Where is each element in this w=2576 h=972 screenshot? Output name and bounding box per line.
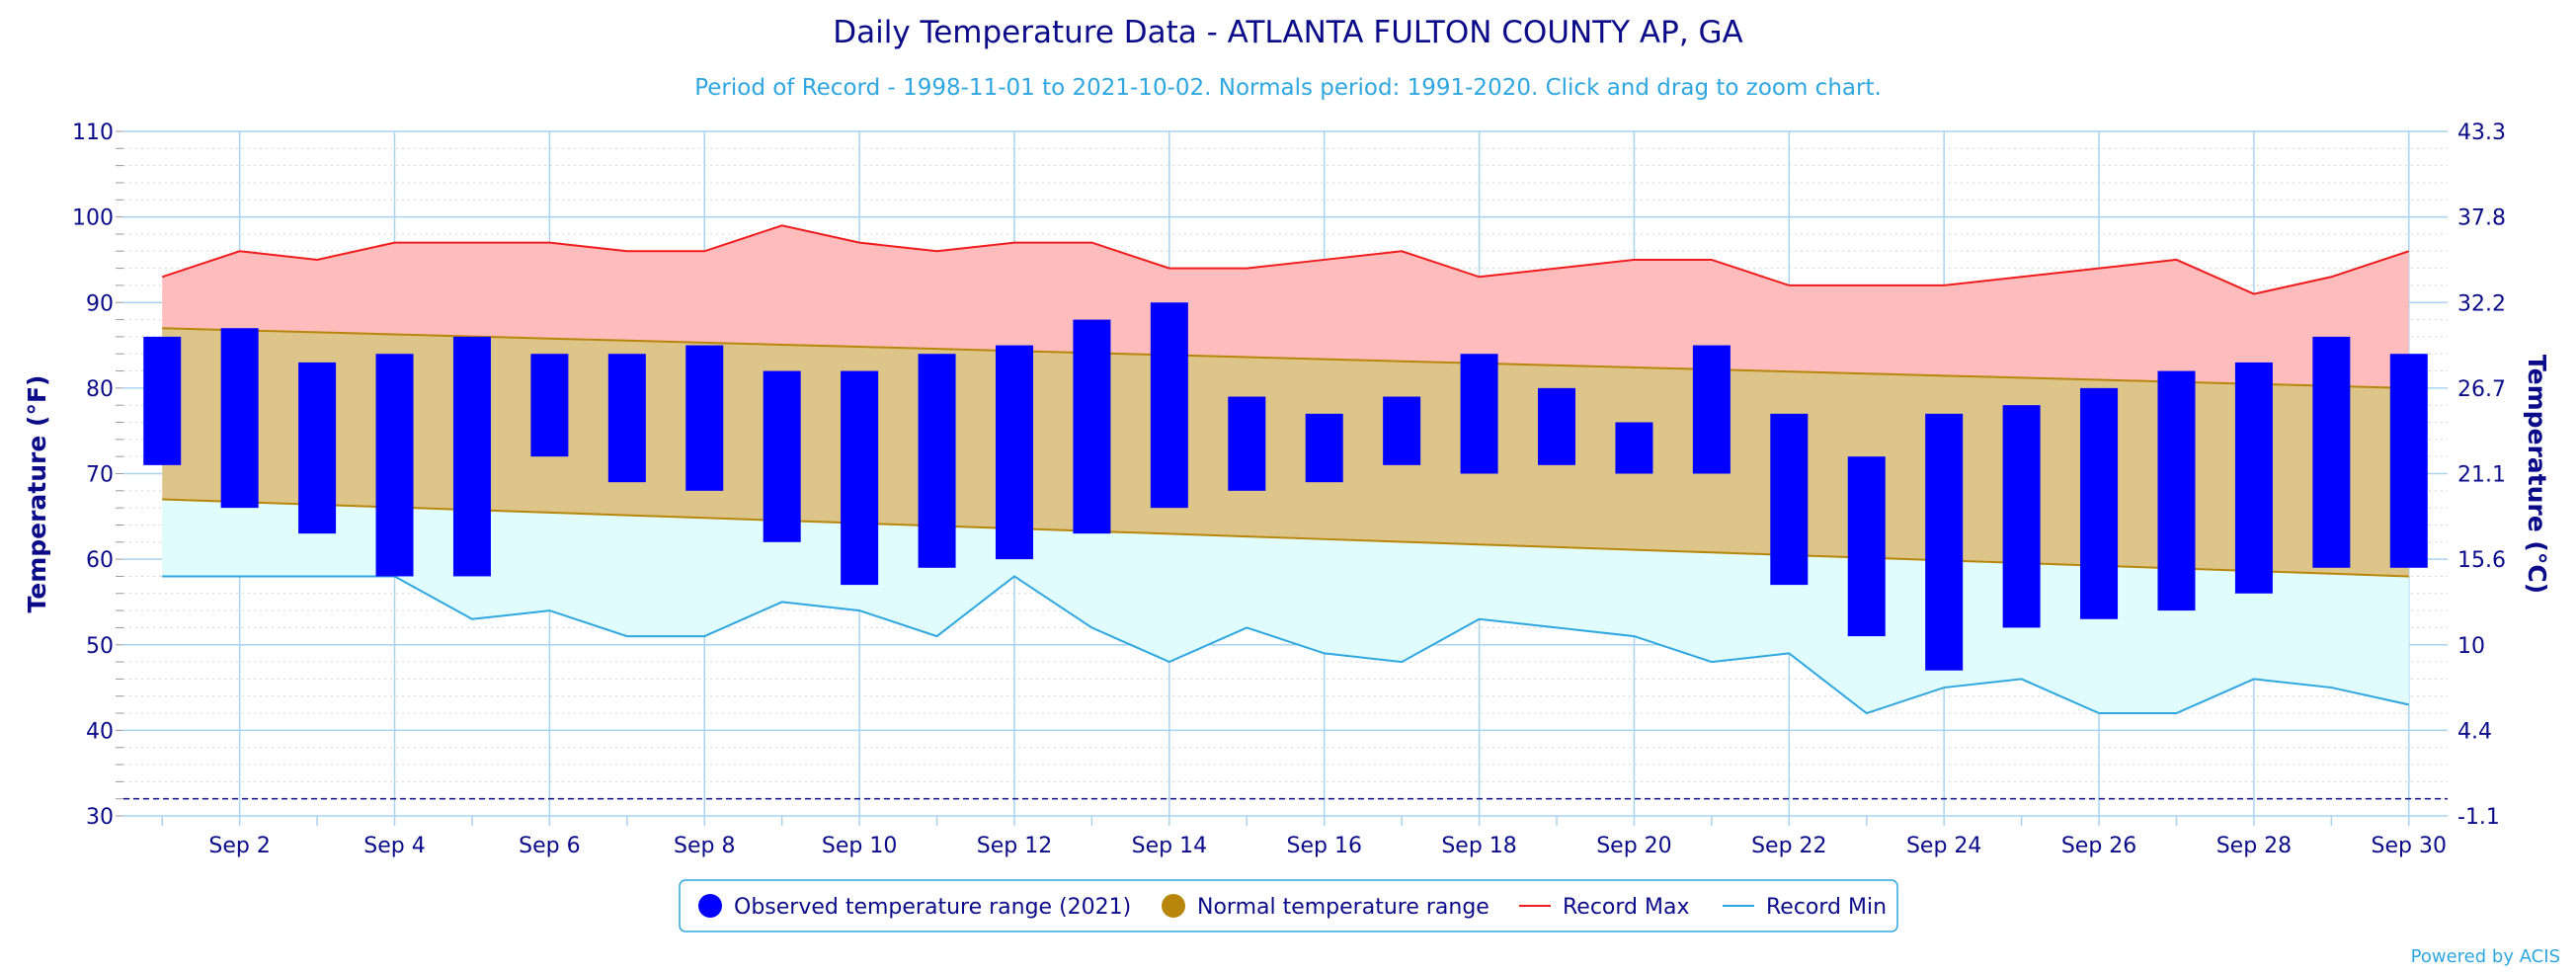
x-axis-ticks: Sep 2 Sep 4 Sep 6 Sep 8 Sep 10 Sep 12 Sep 14 Se… (208, 834, 2447, 858)
y-tick-label-left: 110 (72, 121, 114, 145)
y-tick-label-left: 90 (86, 291, 114, 316)
x-tick-label: Sep 24 (1906, 834, 1981, 858)
legend-item[interactable]: Normal temperature range (1162, 894, 1489, 920)
y-tick-label-right: 15.6 (2457, 548, 2506, 573)
observed-bar[interactable] (1770, 413, 1809, 586)
record-max-line[interactable] (161, 224, 2410, 295)
observed-bar[interactable] (841, 370, 879, 586)
x-tick-label: Sep 26 (2061, 834, 2136, 858)
legend-item[interactable]: Observed temperature range (2021) (698, 894, 1131, 920)
record-min-line[interactable] (162, 575, 2409, 715)
observed-bar[interactable] (2002, 405, 2041, 628)
observed-bar[interactable] (1615, 422, 1653, 474)
y-axis-right-title: Temperature (°C) (2523, 355, 2551, 594)
chart-subtitle: Period of Record - 1998-11-01 to 2021-10… (694, 75, 1882, 101)
observed-bar[interactable] (1228, 396, 1266, 491)
x-tick-label: Sep 28 (2216, 834, 2292, 858)
observed-bar[interactable] (685, 345, 724, 491)
x-tick-label: Sep 2 (208, 834, 270, 858)
y-tick-label-right: 32.2 (2457, 291, 2506, 316)
observed-bar[interactable] (995, 345, 1033, 560)
y-tick-label-right: -1.1 (2457, 805, 2500, 830)
legend-marker (1162, 894, 1185, 918)
y-axis-left-title: Temperature (°F) (23, 375, 51, 613)
observed-bar[interactable] (143, 336, 182, 465)
y-tick-label-left: 40 (86, 719, 114, 744)
y-tick-label-left: 50 (86, 634, 114, 659)
x-tick-label: Sep 30 (2372, 834, 2447, 858)
legend-item[interactable]: Record Max (1519, 895, 1690, 920)
observed-bar[interactable] (298, 362, 337, 534)
observed-bars[interactable] (143, 302, 2428, 671)
observed-bar[interactable] (1692, 345, 1731, 474)
x-tick-label: Sep 18 (1441, 834, 1516, 858)
observed-bar[interactable] (1847, 456, 1886, 637)
normal-high-line (162, 327, 2409, 389)
x-tick-label: Sep 14 (1132, 834, 1207, 858)
observed-bar[interactable] (452, 336, 491, 577)
observed-bar[interactable] (607, 354, 646, 483)
y-tick-label-left: 60 (86, 548, 114, 573)
observed-bar[interactable] (375, 354, 414, 577)
observed-bar[interactable] (530, 354, 569, 457)
observed-bar[interactable] (1383, 396, 1421, 465)
x-tick-label: Sep 4 (363, 834, 425, 858)
legend-box (679, 879, 1898, 932)
y-tick-label-right: 10 (2457, 634, 2485, 659)
legend-label: Normal temperature range (1197, 895, 1489, 920)
x-tick-label: Sep 6 (519, 834, 580, 858)
chart-title: Daily Temperature Data - ATLANTA FULTON … (833, 15, 1743, 50)
x-tick-label: Sep 16 (1286, 834, 1361, 858)
legend-item[interactable]: Record Min (1723, 895, 1887, 920)
record-lines (123, 224, 2448, 800)
observed-bar[interactable] (763, 370, 801, 542)
y-tick-label-right: 26.7 (2457, 377, 2506, 402)
chart-legend[interactable]: Observed temperature range (2021) Normal … (679, 879, 1898, 932)
observed-bar[interactable] (2389, 354, 2428, 568)
observed-bar[interactable] (1150, 302, 1188, 509)
observed-bar[interactable] (1305, 413, 1343, 483)
record-max-band (162, 225, 2409, 388)
x-tick-label: Sep 10 (822, 834, 897, 858)
observed-bar[interactable] (918, 354, 956, 568)
y-tick-label-right: 37.8 (2457, 206, 2506, 231)
legend-label: Record Min (1766, 895, 1887, 920)
observed-bar[interactable] (2234, 362, 2273, 594)
y-tick-label-left: 100 (72, 206, 114, 231)
x-tick-label: Sep 20 (1596, 834, 1671, 858)
y-tick-label-left: 30 (86, 805, 114, 830)
observed-bar[interactable] (1538, 387, 1576, 465)
y-tick-label-left: 70 (86, 463, 114, 488)
area-bands (162, 225, 2409, 714)
x-tick-label: Sep 8 (674, 834, 735, 858)
x-tick-label: Sep 12 (977, 834, 1052, 858)
legend-label: Record Max (1563, 895, 1690, 920)
observed-bar[interactable] (1460, 354, 1498, 474)
y-tick-label-right: 21.1 (2457, 463, 2506, 488)
observed-bar[interactable] (1073, 319, 1111, 534)
observed-bar[interactable] (2157, 370, 2196, 611)
y-axis-right-ticks: -1.1 4.4 10 15.6 21.1 26.7 32.2 37.8 43.3 (2457, 121, 2506, 830)
y-tick-label-left: 80 (86, 377, 114, 402)
credit-link[interactable]: Powered by ACIS (2411, 946, 2560, 967)
observed-bar[interactable] (2312, 336, 2351, 568)
x-tick-label: Sep 22 (1751, 834, 1826, 858)
legend-marker (698, 894, 722, 918)
observed-bar[interactable] (2080, 387, 2119, 619)
y-tick-label-right: 4.4 (2457, 719, 2492, 744)
normal-range-band (162, 328, 2409, 577)
observed-bar[interactable] (220, 328, 259, 509)
y-axis-left-ticks: 30 40 50 60 70 80 90 100 110 (72, 121, 114, 830)
y-tick-label-right: 43.3 (2457, 121, 2506, 145)
observed-bar[interactable] (1925, 413, 1964, 671)
record-min-band (162, 499, 2409, 714)
legend-label: Observed temperature range (2021) (734, 895, 1131, 920)
